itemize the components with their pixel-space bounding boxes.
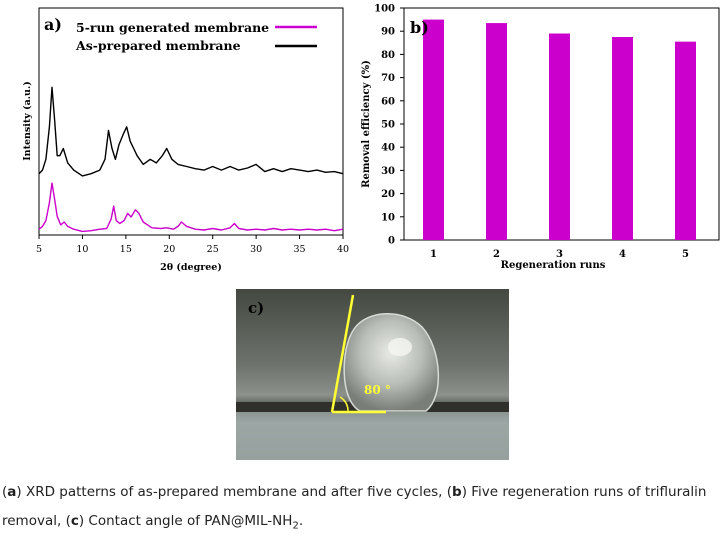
caption-c-label: c (70, 513, 79, 529)
bar-series-group (423, 19, 696, 240)
bar-y-tick-label: 30 (381, 166, 395, 177)
xrd-x-tick-label: 15 (120, 244, 132, 255)
figure-caption: (a) XRD patterns of as-prepared membrane… (2, 484, 707, 532)
xrd-x-axis-label: 2θ (degree) (160, 262, 222, 273)
regeneration-chart: 0 10 20 30 40 50 60 70 80 90 100 1 2 3 4 5 b) Regenera… (361, 4, 720, 271)
bar-x-ticks: 1 2 3 4 5 (430, 249, 689, 260)
bar-y-tick-label: 70 (381, 73, 395, 84)
bar-y-tick-label: 40 (381, 143, 395, 154)
xrd-line-as-prepared (38, 86, 344, 177)
xrd-line-5run (38, 182, 344, 233)
bar-x-tick-label: 5 (682, 249, 689, 260)
caption-c-subscript: 2 (292, 520, 299, 532)
bar-x-axis-label: Regeneration runs (501, 260, 606, 271)
angle-arc (339, 396, 349, 413)
bar-x-tick-label: 1 (430, 249, 437, 260)
xrd-y-axis-label: Intensity (a.u.) (22, 81, 33, 161)
bar-run-1 (423, 19, 444, 240)
xrd-x-tick-label: 35 (294, 244, 306, 255)
panel-label-c: c) (248, 299, 264, 317)
caption-b-label: b (452, 484, 462, 500)
xrd-x-tick-label: 25 (207, 244, 219, 255)
bar-y-tick-label: 20 (381, 189, 395, 200)
bar-y-tick-label: 90 (381, 27, 395, 38)
caption-c-text: ) Contact angle of PAN@MIL-NH (78, 513, 293, 529)
bar-run-2 (486, 23, 507, 240)
caption-b-text: ) Five regeneration runs of trifluralin … (2, 484, 707, 529)
contact-angle-photo: 80 ° c) (236, 289, 509, 460)
bar-y-tick-label: 80 (381, 50, 395, 61)
bar-x-tick-label: 2 (493, 249, 500, 260)
xrd-x-tick-label: 40 (337, 244, 349, 255)
xrd-x-tick-label: 5 (36, 244, 42, 255)
substrate-reflection (236, 412, 509, 460)
water-droplet (343, 313, 440, 412)
caption-a-text: ) XRD patterns of as-prepared membrane a… (16, 484, 453, 500)
caption-a-label: a (7, 484, 17, 500)
panel-label-a: a) (44, 15, 62, 34)
tangent-line (330, 294, 355, 413)
bar-run-4 (612, 37, 633, 240)
xrd-series-group (38, 86, 344, 233)
bar-run-5 (675, 41, 696, 240)
bar-x-tick-label: 3 (556, 249, 563, 260)
xrd-chart-panel: 5 10 15 20 25 30 35 40 a) 5-run generated membr… (0, 0, 360, 285)
legend-label-5run: 5-run generated membrane (76, 20, 269, 35)
regeneration-chart-panel: 0 10 20 30 40 50 60 70 80 90 100 1 2 3 4 5 b) Regenera… (355, 0, 725, 285)
bar-y-ticks: 0 10 20 30 40 50 60 70 80 90 100 (374, 4, 404, 247)
bar-y-axis-label: Removal efficiency (%) (361, 60, 372, 188)
xrd-chart: 5 10 15 20 25 30 35 40 a) 5-run generated membr… (22, 7, 349, 273)
bar-y-tick-label: 100 (374, 4, 395, 15)
xrd-x-tick-label: 10 (76, 244, 88, 255)
contact-angle-image: 80 ° c) (236, 289, 509, 460)
xrd-x-ticks: 5 10 15 20 25 30 35 40 (36, 235, 349, 255)
panel-label-b: b) (410, 18, 429, 37)
bar-x-tick-label: 4 (619, 249, 626, 260)
droplet-highlight (388, 338, 412, 356)
xrd-x-tick-label: 30 (250, 244, 262, 255)
xrd-plot-frame (38, 7, 344, 236)
bar-y-tick-label: 60 (381, 96, 395, 107)
xrd-x-tick-label: 20 (163, 244, 175, 255)
caption-c-end: . (298, 513, 304, 529)
contact-angle-value: 80 ° (364, 383, 391, 397)
bar-y-tick-label: 50 (381, 120, 395, 131)
bar-run-3 (549, 33, 570, 240)
legend-label-as-prepared: As-prepared membrane (75, 38, 241, 53)
bar-y-tick-label: 10 (381, 212, 395, 223)
bar-y-tick-label: 0 (388, 236, 395, 247)
